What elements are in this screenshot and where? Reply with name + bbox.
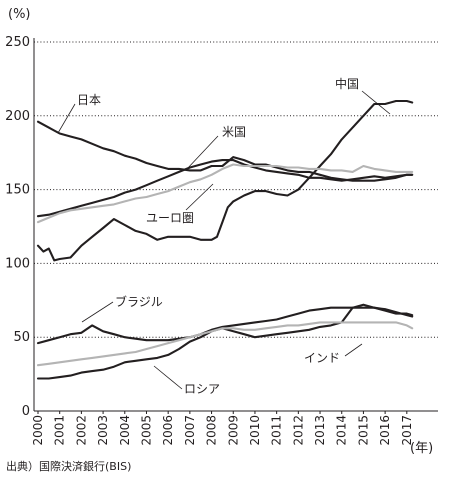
- x-tick-label-2002: 2002: [74, 415, 88, 446]
- x-tick-label-2009: 2009: [226, 415, 240, 446]
- y-tick-label-50: 50: [13, 330, 30, 345]
- series-lines: [36, 99, 414, 380]
- label-brazil: ブラジル: [115, 294, 163, 309]
- leader-eurozone: [185, 183, 214, 211]
- x-tick-label-2015: 2015: [356, 415, 370, 446]
- series-line-0: [36, 99, 414, 262]
- x-tick-label-2001: 2001: [53, 415, 67, 446]
- series-line-6: [36, 321, 414, 367]
- x-tick-label-2011: 2011: [270, 415, 284, 446]
- x-tick-label-2000: 2000: [31, 415, 45, 446]
- x-tick-label-2014: 2014: [335, 415, 349, 446]
- x-tick-label-2017: 2017: [400, 415, 414, 446]
- label-japan: 日本: [77, 93, 101, 107]
- x-tick-label-2004: 2004: [118, 415, 132, 446]
- x-tick-label-2012: 2012: [291, 415, 305, 446]
- debt-line-chart: 0 50 100 150 200 250 2000 2001 2002 2003 2004 2005…: [5, 7, 438, 455]
- series-line-3: [36, 163, 414, 224]
- leader-china: [361, 90, 391, 115]
- y-tick-label-100: 100: [5, 256, 30, 271]
- y-tick-label-0: 0: [22, 404, 30, 419]
- x-tick-label-2010: 2010: [248, 415, 262, 446]
- series-line-2: [36, 159, 414, 218]
- x-tick-label-2013: 2013: [313, 415, 327, 446]
- series-line-1: [36, 120, 414, 182]
- x-axis-label: (年): [410, 441, 433, 455]
- series-line-5: [36, 303, 414, 380]
- series-line-4: [36, 306, 414, 345]
- source-note: 出典）国際決済銀行(BIS): [6, 460, 132, 473]
- axes: [33, 38, 438, 414]
- leader-brazil: [81, 301, 114, 323]
- label-russia: ロシア: [184, 382, 220, 396]
- x-tick-label-2007: 2007: [183, 415, 197, 446]
- leader-india: [344, 343, 363, 357]
- y-tick-label-150: 150: [5, 183, 30, 198]
- label-usa: 米国: [222, 125, 246, 139]
- x-tick-label-2003: 2003: [96, 415, 110, 446]
- leader-russia: [153, 365, 183, 390]
- y-axis-label: (%): [8, 7, 31, 22]
- label-india: インド: [304, 351, 340, 365]
- x-tick-labels: 2000 2001 2002 2003 2004 2005 2006 2007 2008 2009…: [31, 415, 414, 446]
- leader-japan: [57, 103, 76, 134]
- leader-usa: [185, 135, 219, 171]
- x-tick-label-2005: 2005: [139, 415, 153, 446]
- x-tick-label-2006: 2006: [161, 415, 175, 446]
- label-eurozone: ユーロ圏: [146, 211, 194, 225]
- x-tick-label-2016: 2016: [378, 415, 392, 446]
- label-china: 中国: [335, 76, 359, 91]
- grid: [34, 41, 438, 338]
- y-tick-label-250: 250: [5, 35, 30, 50]
- x-tick-label-2008: 2008: [205, 415, 219, 446]
- y-tick-label-200: 200: [5, 109, 30, 124]
- y-tick-labels: 0 50 100 150 200 250: [5, 35, 30, 419]
